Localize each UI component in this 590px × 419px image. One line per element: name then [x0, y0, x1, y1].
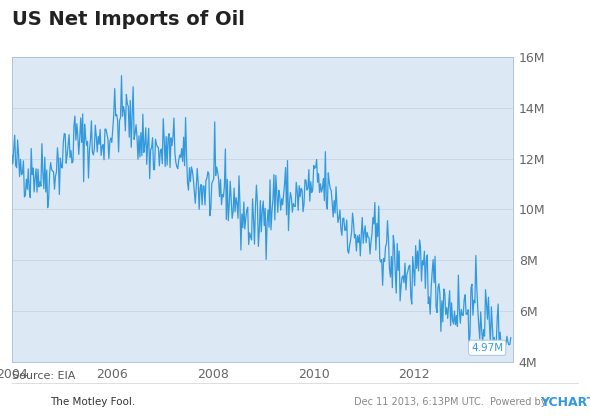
- Text: Dec 11 2013, 6:13PM UTC.  Powered by: Dec 11 2013, 6:13PM UTC. Powered by: [354, 397, 546, 407]
- Text: US Net Imports of Oil: US Net Imports of Oil: [12, 10, 245, 29]
- Text: YCHARTS: YCHARTS: [540, 396, 590, 409]
- Text: 4.97M: 4.97M: [471, 343, 503, 353]
- Text: The Motley Fool.: The Motley Fool.: [50, 397, 135, 407]
- Text: Source: EIA: Source: EIA: [12, 371, 75, 381]
